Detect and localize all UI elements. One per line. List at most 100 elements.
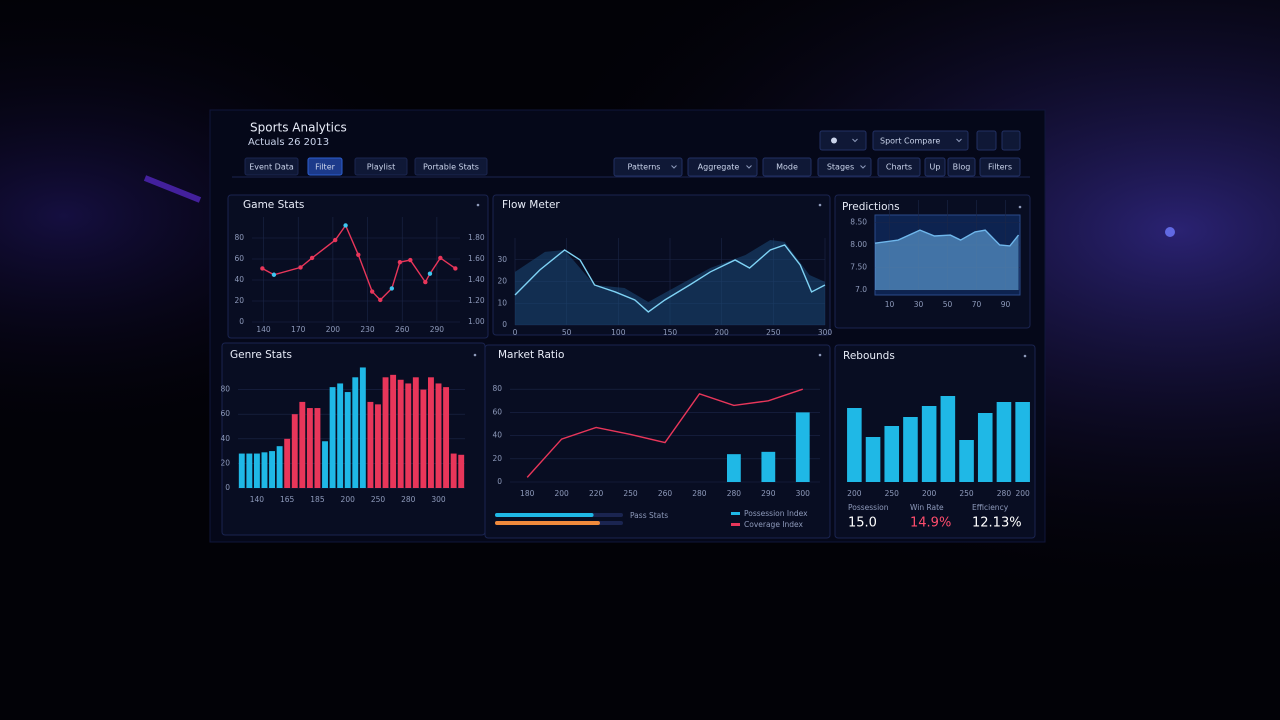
chevron bbox=[860, 165, 866, 169]
toolbar-button[interactable] bbox=[817, 157, 872, 177]
bar bbox=[299, 401, 306, 488]
view-icon bbox=[831, 137, 837, 144]
toolbar-label[interactable]: Up bbox=[930, 163, 941, 172]
bar bbox=[322, 441, 328, 488]
y-tick-label: 40 bbox=[492, 431, 502, 440]
tab[interactable] bbox=[354, 157, 408, 176]
bar bbox=[344, 392, 351, 488]
point bbox=[369, 289, 375, 294]
panel-menu[interactable] bbox=[818, 203, 822, 207]
x-tick-label: 250 bbox=[371, 495, 386, 504]
toolbar-button[interactable] bbox=[947, 157, 976, 177]
app-subtitle: Actuals 26 2013 bbox=[248, 137, 329, 148]
bar bbox=[337, 383, 344, 488]
y-tick-label: 0 bbox=[239, 317, 244, 326]
tab-label[interactable]: Filter bbox=[315, 163, 336, 172]
bar bbox=[405, 383, 412, 488]
stat-label: Possession bbox=[848, 503, 889, 512]
toolbar-button[interactable] bbox=[877, 157, 921, 177]
y-tick-label: 0 bbox=[502, 320, 507, 329]
chevron bbox=[671, 165, 677, 169]
panel-menu[interactable] bbox=[473, 353, 477, 357]
bar bbox=[314, 408, 321, 488]
x-tick-label: 280 bbox=[997, 489, 1012, 498]
x-tick-label: 180 bbox=[520, 489, 535, 498]
line bbox=[874, 229, 1020, 247]
toolbar-label[interactable]: Blog bbox=[953, 163, 971, 172]
toolbar-label[interactable]: Mode bbox=[776, 163, 798, 172]
line bbox=[526, 388, 804, 478]
x-tick-label: 170 bbox=[291, 325, 306, 334]
bar bbox=[443, 387, 450, 488]
y-tick-label: 7.50 bbox=[850, 263, 867, 272]
toolbar-button[interactable] bbox=[979, 157, 1021, 177]
point bbox=[309, 255, 315, 261]
bar bbox=[390, 374, 397, 488]
point bbox=[356, 252, 361, 257]
line bbox=[262, 223, 456, 301]
bar bbox=[253, 453, 260, 488]
panel-menu[interactable] bbox=[1018, 205, 1022, 209]
y-tick-label: 0 bbox=[497, 477, 502, 486]
tab[interactable] bbox=[244, 157, 299, 176]
bar bbox=[306, 408, 313, 488]
point bbox=[343, 223, 348, 228]
panel-title: Rebounds bbox=[843, 350, 895, 362]
panel-title: Genre Stats bbox=[230, 349, 292, 361]
compare-select[interactable] bbox=[872, 130, 969, 151]
bar bbox=[795, 412, 810, 482]
icon-button[interactable] bbox=[976, 130, 997, 151]
tab[interactable] bbox=[414, 157, 488, 176]
bar bbox=[959, 440, 974, 482]
y2-tick-label: 1.60 bbox=[468, 254, 485, 263]
x-tick-label: 50 bbox=[943, 300, 953, 309]
panel-menu[interactable] bbox=[1023, 354, 1027, 358]
area bbox=[875, 230, 1019, 290]
icon-button[interactable] bbox=[1001, 130, 1021, 151]
toolbar-label[interactable]: Stages bbox=[827, 163, 854, 172]
bar bbox=[977, 413, 993, 482]
legend-swatch bbox=[731, 523, 740, 526]
bar bbox=[903, 417, 918, 482]
toolbar-button[interactable] bbox=[924, 157, 946, 177]
toolbar-label[interactable]: Aggregate bbox=[698, 163, 740, 172]
tab-label[interactable]: Playlist bbox=[367, 163, 395, 172]
tab-label[interactable]: Event Data bbox=[249, 163, 294, 172]
x-tick-label: 50 bbox=[562, 328, 572, 337]
light bbox=[1165, 227, 1175, 237]
view-button[interactable] bbox=[819, 130, 867, 151]
x-tick-label: 185 bbox=[310, 495, 325, 504]
bar bbox=[284, 438, 291, 488]
y2-tick-label: 1.20 bbox=[468, 296, 485, 305]
panel-menu[interactable] bbox=[818, 353, 822, 357]
tab[interactable] bbox=[307, 157, 343, 176]
tab-label[interactable]: Portable Stats bbox=[423, 163, 479, 172]
toolbar-label[interactable]: Charts bbox=[886, 163, 912, 172]
bar bbox=[1015, 402, 1030, 482]
toolbar-button[interactable] bbox=[687, 157, 758, 177]
bar bbox=[996, 402, 1012, 482]
progress-bar bbox=[495, 521, 600, 525]
y2-tick-label: 1.00 bbox=[468, 317, 485, 326]
y-tick-label: 80 bbox=[234, 233, 244, 242]
x-tick-label: 0 bbox=[513, 328, 518, 337]
panel-menu[interactable] bbox=[476, 203, 480, 207]
compare-label[interactable]: Sport Compare bbox=[880, 137, 940, 146]
x-tick-label: 250 bbox=[766, 328, 781, 337]
bar bbox=[940, 396, 956, 482]
x-tick-label: 200 bbox=[847, 489, 862, 498]
chevron bbox=[852, 138, 858, 143]
point bbox=[408, 257, 413, 263]
toolbar-label[interactable]: Patterns bbox=[628, 163, 661, 172]
toolbar-button[interactable] bbox=[762, 157, 812, 177]
panel-title: Market Ratio bbox=[498, 349, 564, 361]
progress-label: Pass Stats bbox=[630, 511, 668, 520]
x-tick-label: 200 bbox=[922, 489, 937, 498]
bar bbox=[921, 406, 937, 482]
toolbar-button[interactable] bbox=[613, 157, 683, 177]
x-tick-label: 250 bbox=[623, 489, 638, 498]
toolbar-label[interactable]: Filters bbox=[988, 163, 1012, 172]
y-tick-label: 60 bbox=[234, 254, 244, 263]
x-tick-label: 260 bbox=[395, 325, 410, 334]
bar bbox=[847, 408, 862, 482]
